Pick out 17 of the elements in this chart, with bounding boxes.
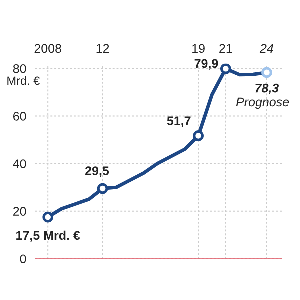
data-label: 78,3 bbox=[256, 84, 279, 95]
y-tick-label: 40 bbox=[13, 160, 26, 168]
y-tick-label: 20 bbox=[13, 207, 26, 216]
data-label: 79,9 bbox=[194, 59, 218, 70]
data-label: 29,5 bbox=[86, 166, 110, 178]
y-tick-label: 60 bbox=[14, 112, 26, 121]
y-tick-label: 80 bbox=[13, 64, 26, 74]
x-tick-label: 2008 bbox=[34, 44, 62, 54]
x-tick-label: 21 bbox=[220, 44, 232, 53]
x-tick-label: 19 bbox=[192, 44, 205, 54]
annotation: Prognose bbox=[236, 98, 290, 110]
x-tick-label: 24 bbox=[260, 44, 274, 53]
y-axis-title: Mrd. € bbox=[8, 76, 40, 86]
data-label: 17,5 Mrd. € bbox=[16, 230, 80, 242]
y-tick-label: 0 bbox=[20, 254, 26, 264]
data-label: 51,7 bbox=[167, 116, 191, 128]
x-tick-label: 12 bbox=[96, 44, 110, 53]
